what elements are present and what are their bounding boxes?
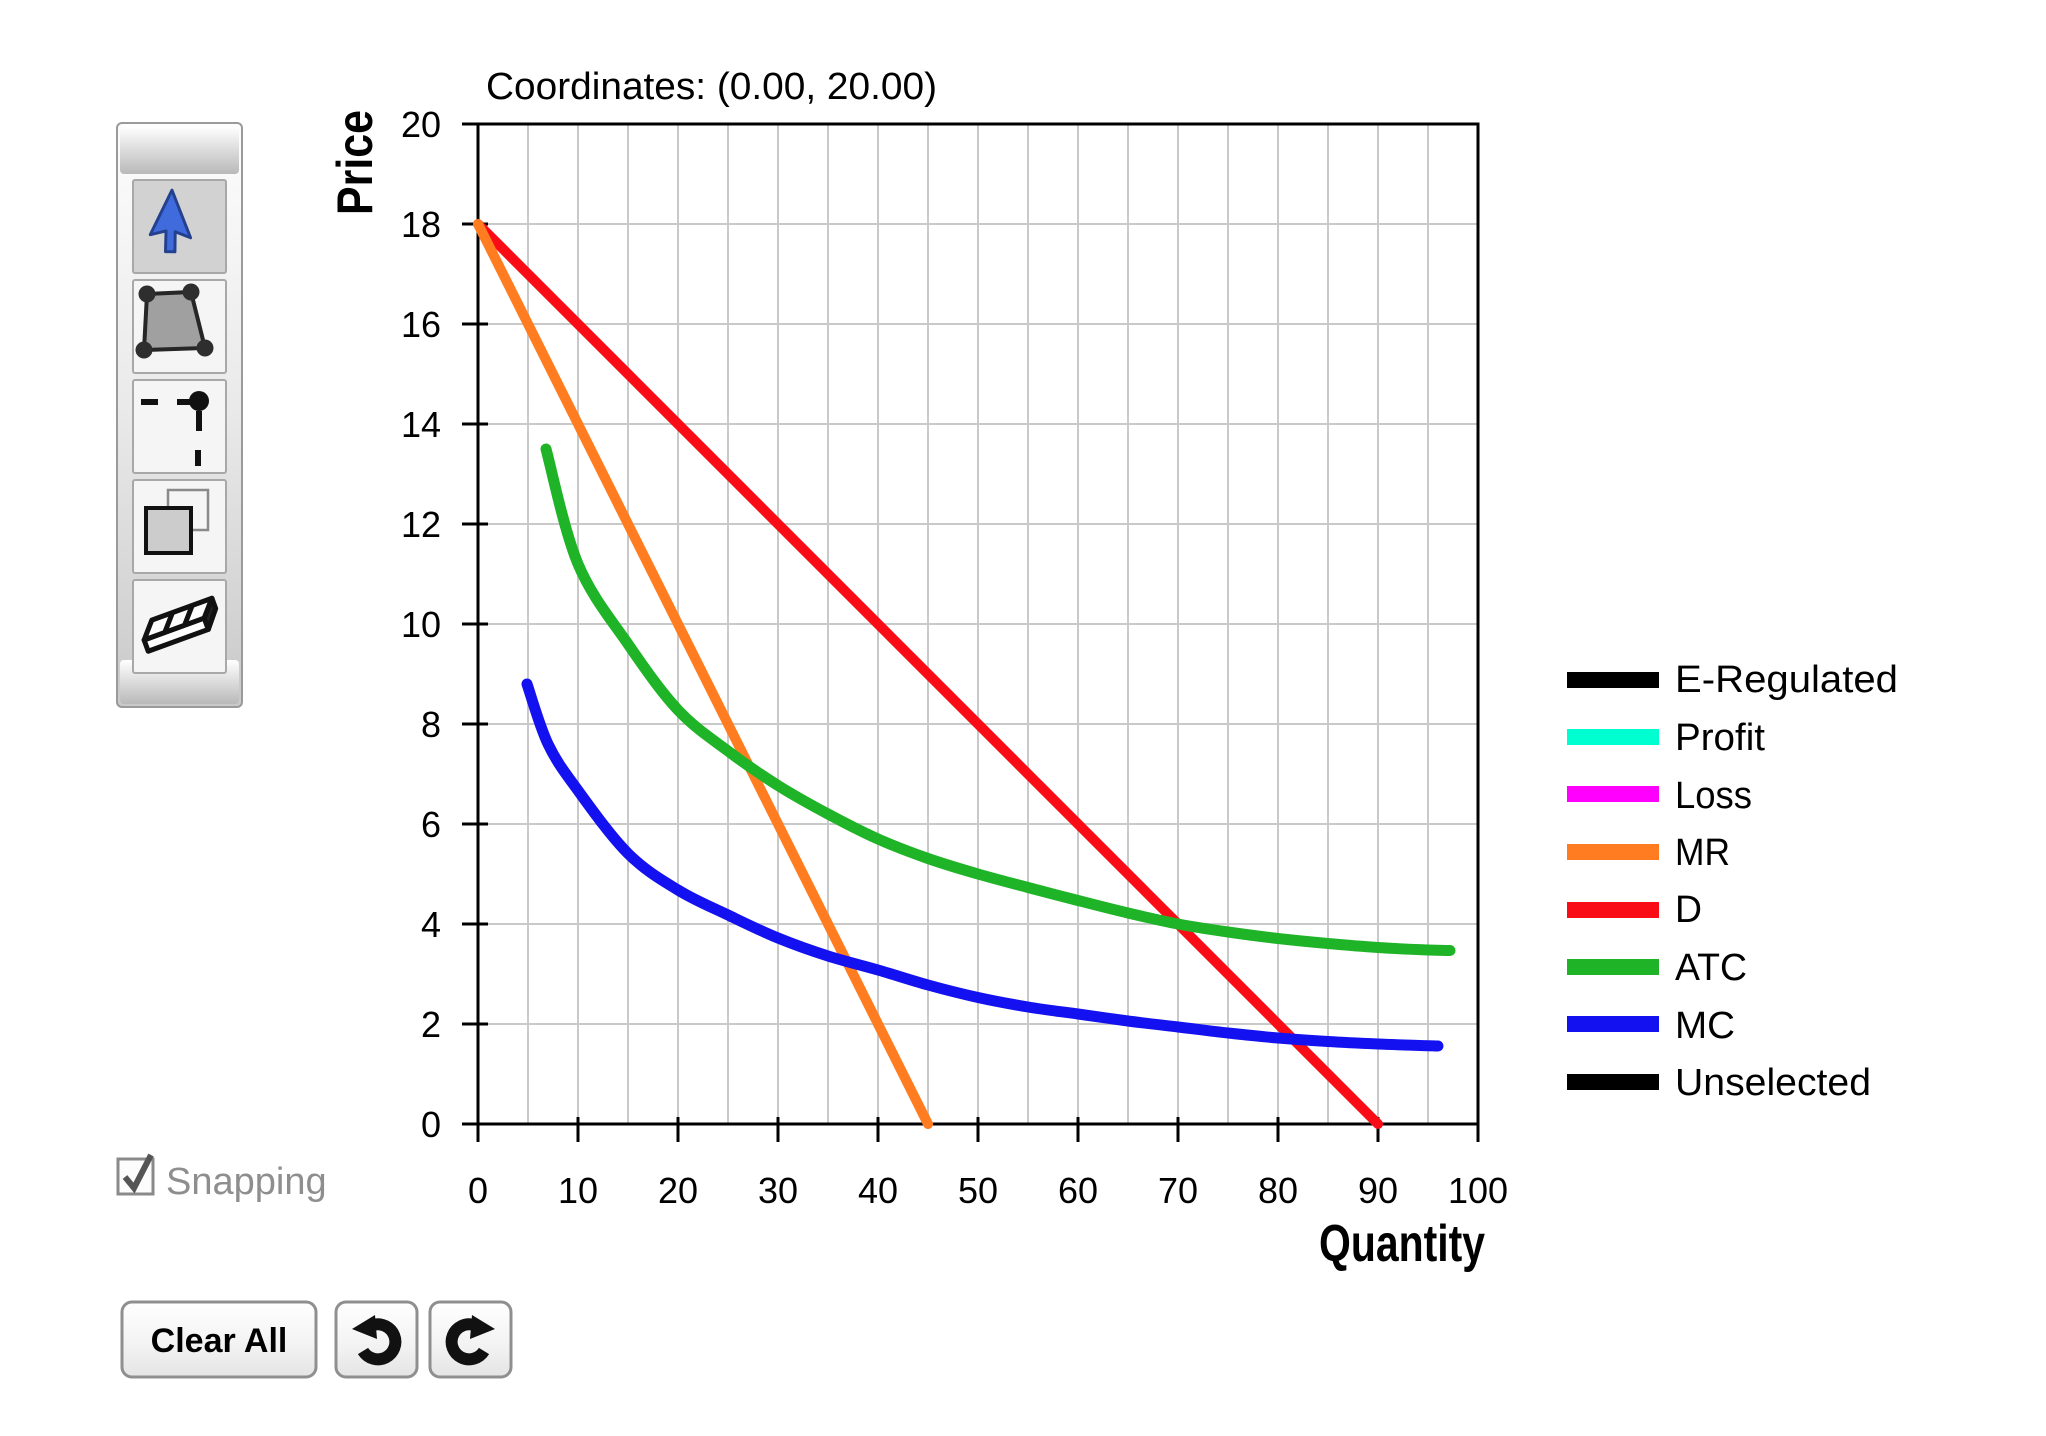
svg-text:Profit: Profit xyxy=(1675,717,1765,759)
svg-text:D: D xyxy=(1675,889,1702,931)
svg-text:16: 16 xyxy=(401,304,441,345)
svg-text:20: 20 xyxy=(401,104,441,145)
svg-text:8: 8 xyxy=(421,704,441,745)
svg-text:6: 6 xyxy=(421,804,441,845)
svg-text:Unselected: Unselected xyxy=(1675,1062,1871,1104)
svg-text:E-Regulated: E-Regulated xyxy=(1675,659,1898,701)
svg-text:MR: MR xyxy=(1675,832,1730,874)
svg-text:MC: MC xyxy=(1675,1005,1735,1047)
svg-text:10: 10 xyxy=(401,604,441,645)
svg-text:60: 60 xyxy=(1058,1170,1098,1211)
svg-text:2: 2 xyxy=(421,1004,441,1045)
svg-text:100: 100 xyxy=(1448,1170,1508,1211)
svg-text:10: 10 xyxy=(558,1170,598,1211)
svg-text:90: 90 xyxy=(1358,1170,1398,1211)
svg-text:0: 0 xyxy=(421,1104,441,1145)
svg-text:20: 20 xyxy=(658,1170,698,1211)
svg-text:Clear All: Clear All xyxy=(151,1322,288,1360)
svg-text:Snapping: Snapping xyxy=(166,1161,327,1203)
svg-text:Coordinates: (0.00, 20.00): Coordinates: (0.00, 20.00) xyxy=(486,66,937,108)
svg-text:12: 12 xyxy=(401,504,441,545)
svg-text:Loss: Loss xyxy=(1675,775,1752,817)
svg-text:18: 18 xyxy=(401,204,441,245)
svg-text:70: 70 xyxy=(1158,1170,1198,1211)
svg-text:30: 30 xyxy=(758,1170,798,1211)
svg-text:80: 80 xyxy=(1258,1170,1298,1211)
svg-text:14: 14 xyxy=(401,404,441,445)
svg-text:50: 50 xyxy=(958,1170,998,1211)
svg-text:0: 0 xyxy=(468,1170,488,1211)
svg-text:Quantity: Quantity xyxy=(1319,1215,1485,1273)
svg-text:4: 4 xyxy=(421,904,441,945)
svg-text:40: 40 xyxy=(858,1170,898,1211)
svg-text:ATC: ATC xyxy=(1675,947,1747,989)
svg-text:Price: Price xyxy=(327,110,383,215)
